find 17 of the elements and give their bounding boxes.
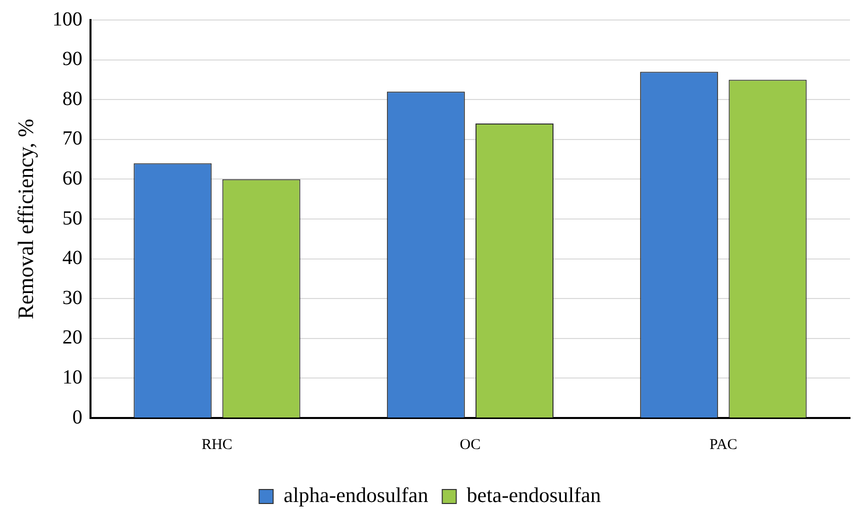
- legend-label: beta-endosulfan: [466, 483, 602, 508]
- x-tick-label: RHC: [202, 436, 232, 453]
- y-tick-label: 80: [62, 88, 82, 110]
- y-tick-label: 40: [62, 247, 82, 270]
- y-tick-label: 20: [62, 326, 82, 349]
- y-tick-label: 50: [62, 207, 82, 230]
- y-tick-label: 70: [62, 128, 82, 150]
- legend-label: alpha-endosulfan: [284, 483, 429, 508]
- y-tick-label: 30: [62, 286, 82, 309]
- y-tick-label: 100: [52, 8, 82, 30]
- y-tick-label: 90: [62, 48, 82, 70]
- y-tick-label: 10: [62, 366, 82, 388]
- y-tick-label: 60: [62, 167, 82, 190]
- y-axis-title: Removal efficiency, %: [12, 118, 38, 320]
- x-tick-label: PAC: [709, 436, 738, 453]
- x-tick-label: OC: [460, 436, 481, 453]
- y-tick-label: 0: [72, 406, 82, 428]
